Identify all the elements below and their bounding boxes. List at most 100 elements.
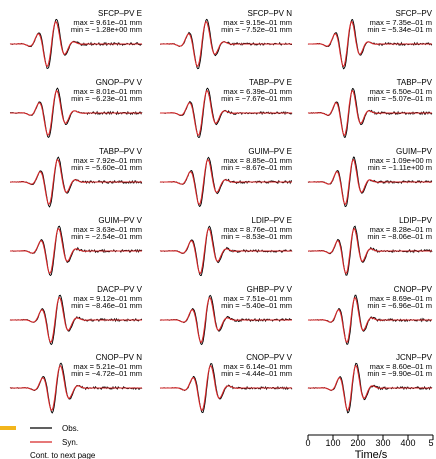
- synthetic-trace: [308, 158, 432, 206]
- synthetic-trace: [160, 365, 292, 411]
- max-amplitude-label: max = 1.09e+00 m: [369, 156, 432, 165]
- max-amplitude-label: max = 6.50e–01 m: [370, 87, 432, 96]
- min-amplitude-label: min = −7.52e–01 mm: [221, 25, 292, 34]
- station-label: SFCP–PV N: [248, 9, 293, 18]
- legend-syn-label: Syn.: [62, 438, 78, 447]
- max-amplitude-label: max = 8.85e–01 mm: [223, 156, 292, 165]
- station-label: JCNP–PV: [396, 353, 433, 362]
- time-axis-tick-label: 100: [325, 438, 340, 448]
- min-amplitude-label: min = −5.40e–01 mm: [221, 301, 292, 310]
- synthetic-trace: [160, 297, 292, 343]
- min-amplitude-label: min = −8.46e–01 mm: [71, 301, 142, 310]
- synthetic-trace: [308, 227, 432, 275]
- synthetic-trace: [10, 364, 142, 412]
- time-axis-tick-label: 0: [305, 438, 310, 448]
- time-axis: 0 100 200 300 400 5 Time/s: [305, 434, 434, 459]
- max-amplitude-label: max = 8.60e–01 m: [370, 362, 432, 371]
- max-amplitude-label: max = 6.14e–01 mm: [223, 362, 292, 371]
- max-amplitude-label: max = 6.39e–01 mm: [223, 87, 292, 96]
- max-amplitude-label: max = 9.61e–01 mm: [73, 18, 142, 27]
- accent-mark: [0, 426, 16, 430]
- station-label: CNOP–PV V: [246, 353, 292, 362]
- min-amplitude-label: min = −4.44e–01 mm: [221, 369, 292, 378]
- min-amplitude-label: min = −8.06e–01 m: [367, 232, 432, 241]
- station-label: TABP–PV: [397, 78, 433, 87]
- station-label: TABP–PV E: [249, 78, 292, 87]
- min-amplitude-label: min = −9.90e–01 m: [367, 369, 432, 378]
- min-amplitude-label: min = −2.54e–01 mm: [71, 232, 142, 241]
- time-axis-ticks: 0 100 200 300 400 5: [305, 435, 434, 448]
- synthetic-trace: [308, 89, 432, 137]
- station-label: GUIM–PV V: [98, 216, 142, 225]
- max-amplitude-label: max = 8.01e–01 mm: [73, 87, 142, 96]
- synthetic-trace: [160, 21, 292, 67]
- max-amplitude-label: max = 7.51e–01 mm: [223, 294, 292, 303]
- max-amplitude-label: max = 8.76e–01 mm: [223, 225, 292, 234]
- max-amplitude-label: max = 8.28e–01 m: [370, 225, 432, 234]
- max-amplitude-label: max = 7.35e–01 m: [370, 18, 432, 27]
- synthetic-trace: [308, 296, 432, 344]
- station-label: GNOP–PV V: [96, 78, 143, 87]
- station-label: LDIP–PV E: [252, 216, 292, 225]
- time-axis-tick-label: 400: [400, 438, 415, 448]
- time-axis-tick-label: 200: [350, 438, 365, 448]
- max-amplitude-label: max = 5.21e–01 mm: [73, 362, 142, 371]
- station-label: GUIM–PV: [396, 147, 433, 156]
- continuation-note: Cont. to next page: [30, 451, 96, 459]
- station-label: GHBP–PV V: [247, 285, 293, 294]
- station-label: DACP–PV V: [97, 285, 143, 294]
- min-amplitude-label: min = −5.34e–01 m: [367, 25, 432, 34]
- min-amplitude-label: min = −4.72e–01 mm: [71, 369, 142, 378]
- min-amplitude-label: min = −1.11e+00 m: [368, 163, 432, 172]
- synthetic-trace: [160, 90, 292, 136]
- synthetic-trace: [160, 159, 292, 205]
- max-amplitude-label: max = 8.69e–01 m: [370, 294, 432, 303]
- max-amplitude-label: max = 3.63e–01 mm: [73, 225, 142, 234]
- time-axis-tick-label: 300: [375, 438, 390, 448]
- synthetic-trace: [160, 228, 292, 274]
- min-amplitude-label: min = −8.67e–01 mm: [221, 163, 292, 172]
- min-amplitude-label: min = −1.28e+00 mm: [71, 25, 142, 34]
- station-label: GUIM–PV E: [248, 147, 292, 156]
- max-amplitude-label: max = 9.15e–01 mm: [223, 18, 292, 27]
- synthetic-trace: [308, 20, 432, 68]
- min-amplitude-label: min = −5.07e–01 m: [367, 94, 432, 103]
- time-axis-label: Time/s: [355, 449, 388, 459]
- synthetic-trace: [10, 158, 142, 206]
- synthetic-trace: [10, 89, 142, 137]
- synthetic-trace: [10, 296, 142, 344]
- legend: Obs. Syn. Cont. to next page: [0, 424, 96, 459]
- station-label: TABP–PV V: [99, 147, 143, 156]
- station-label: SFCP–PV E: [98, 9, 142, 18]
- legend-obs-label: Obs.: [62, 424, 79, 433]
- station-label: CNOP–PV N: [96, 353, 142, 362]
- max-amplitude-label: max = 9.12e–01 mm: [73, 294, 142, 303]
- time-axis-tick-label: 5: [428, 438, 433, 448]
- station-label: CNOP–PV: [394, 285, 433, 294]
- station-label: SFCP–PV: [396, 9, 433, 18]
- min-amplitude-label: min = −6.96e–01 m: [367, 301, 432, 310]
- min-amplitude-label: min = −8.53e–01 mm: [221, 232, 292, 241]
- max-amplitude-label: max = 7.92e–01 mm: [73, 156, 142, 165]
- min-amplitude-label: min = −7.67e–01 mm: [221, 94, 292, 103]
- station-label: LDIP–PV: [399, 216, 433, 225]
- synthetic-trace: [308, 364, 432, 412]
- synthetic-trace: [10, 227, 142, 275]
